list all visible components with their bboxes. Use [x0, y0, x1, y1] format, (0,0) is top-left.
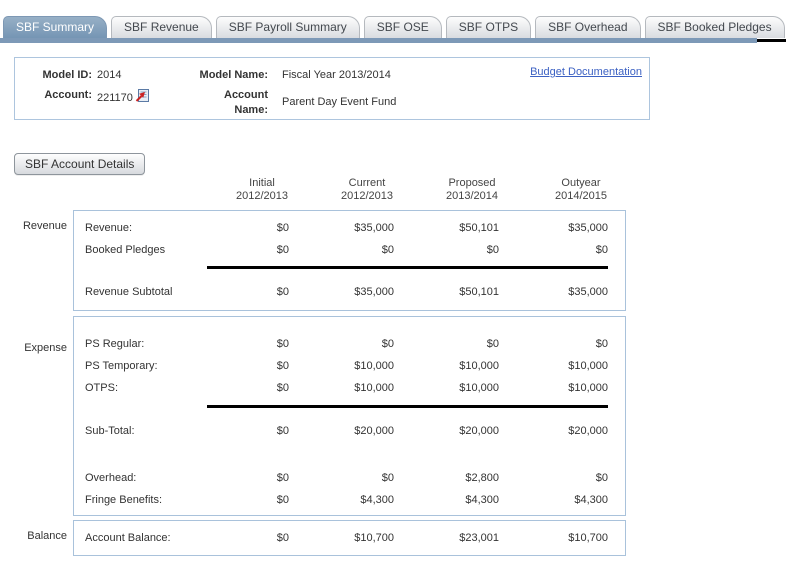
- cell-value: $23,001: [459, 532, 499, 544]
- cell-value: $20,000: [459, 425, 499, 437]
- budget-documentation-link[interactable]: Budget Documentation: [530, 66, 642, 78]
- tab-sbf-booked-pledges[interactable]: SBF Booked Pledges: [644, 16, 785, 38]
- revenue-box: Revenue Revenue: $0 $35,000 $50,101 $35,…: [23, 210, 626, 311]
- cell-value: $0: [595, 338, 608, 350]
- tab-sbf-ose[interactable]: SBF OSE: [363, 16, 442, 38]
- tab-sbf-overhead[interactable]: SBF Overhead: [535, 16, 641, 38]
- cell-value: $35,000: [568, 222, 608, 234]
- cell-value: $0: [595, 244, 608, 256]
- model-header-box: Model ID: 2014 Model Name: Fiscal Year 2…: [14, 57, 650, 120]
- account-name-label: Account Name:: [224, 89, 268, 116]
- cell-value: $0: [276, 425, 289, 437]
- table-row: PS Regular: $0 $0 $0 $0: [74, 333, 625, 355]
- row-label: Sub-Total:: [85, 425, 135, 437]
- cell-value: $4,300: [465, 494, 499, 506]
- tab-sbf-revenue[interactable]: SBF Revenue: [111, 16, 212, 38]
- cell-value: $0: [486, 244, 499, 256]
- cell-value: $0: [381, 338, 394, 350]
- tab-sbf-payroll-summary[interactable]: SBF Payroll Summary: [215, 16, 360, 38]
- table-row: Revenue: $0 $35,000 $50,101 $35,000: [74, 217, 625, 239]
- subtotal-divider: [207, 405, 608, 408]
- tab-underline: [0, 38, 786, 43]
- cell-value: $0: [595, 472, 608, 484]
- account-label: Account:: [44, 89, 92, 101]
- section-label-balance: Balance: [27, 530, 67, 542]
- row-label: Revenue Subtotal: [85, 286, 173, 298]
- cell-value: $0: [276, 338, 289, 350]
- cell-value: $10,700: [568, 532, 608, 544]
- table-row: OTPS: $0 $10,000 $10,000 $10,000: [74, 377, 625, 399]
- cell-value: $2,800: [465, 472, 499, 484]
- balance-box: Balance Account Balance: $0 $10,700 $23,…: [27, 520, 626, 556]
- cell-value: $0: [276, 382, 289, 394]
- section-label-expense: Expense: [24, 342, 67, 354]
- row-label: Overhead:: [85, 472, 137, 484]
- cell-value: $10,000: [568, 360, 608, 372]
- model-id-value: 2014: [97, 69, 122, 81]
- cell-value: $10,000: [354, 382, 394, 394]
- cell-value: $35,000: [354, 222, 394, 234]
- cell-value: $50,101: [459, 286, 499, 298]
- subtotal-divider: [207, 266, 608, 269]
- column-header-initial: Initial 2012/2013: [236, 177, 288, 202]
- row-label: Account Balance:: [85, 532, 171, 544]
- cell-value: $0: [276, 494, 289, 506]
- row-label: Fringe Benefits:: [85, 494, 163, 506]
- sbf-account-details-button[interactable]: SBF Account Details: [14, 153, 146, 175]
- column-header-current: Current 2012/2013: [341, 177, 393, 202]
- cell-value: $0: [276, 360, 289, 372]
- cell-value: $10,700: [354, 532, 394, 544]
- tab-bar: SBF Summary SBF Revenue SBF Payroll Summ…: [0, 16, 786, 38]
- cell-value: $0: [276, 286, 289, 298]
- table-row: Account Balance: $0 $10,700 $23,001 $10,…: [74, 527, 625, 549]
- cell-value: $0: [381, 472, 394, 484]
- table-row: PS Temporary: $0 $10,000 $10,000 $10,000: [74, 355, 625, 377]
- row-label: OTPS:: [85, 382, 119, 394]
- cell-value: $10,000: [459, 360, 499, 372]
- cell-value: $35,000: [354, 286, 394, 298]
- cell-value: $4,300: [360, 494, 394, 506]
- section-label-revenue: Revenue: [22, 220, 67, 232]
- financial-summary: Initial 2012/2013 Current 2012/2013 Propos…: [23, 177, 626, 556]
- cell-value: $0: [276, 244, 289, 256]
- cell-value: $0: [276, 532, 289, 544]
- cell-value: $0: [486, 338, 499, 350]
- cell-value: $20,000: [354, 425, 394, 437]
- cell-value: $35,000: [568, 286, 608, 298]
- cell-value: $0: [381, 244, 394, 256]
- table-row: Overhead: $0 $0 $2,800 $0: [74, 467, 625, 489]
- tab-underline-end: [757, 39, 786, 42]
- column-headers: Initial 2012/2013 Current 2012/2013 Propos…: [73, 177, 626, 203]
- column-header-proposed: Proposed 2013/2014: [446, 177, 498, 202]
- expense-box: Expense PS Regular: $0 $0 $0 $0 PS Tempo…: [24, 316, 626, 516]
- account-value: 221170: [97, 91, 133, 104]
- tab-sbf-otps[interactable]: SBF OTPS: [445, 16, 532, 38]
- table-row: Booked Pledges $0 $0 $0 $0: [74, 239, 625, 261]
- model-id-label: Model ID:: [42, 69, 93, 81]
- cell-value: $50,101: [459, 222, 499, 234]
- cell-value: $10,000: [459, 382, 499, 394]
- cell-value: $10,000: [354, 360, 394, 372]
- row-label: Revenue:: [85, 222, 133, 234]
- row-label: PS Regular:: [85, 338, 145, 350]
- tab-underline-bar: [0, 38, 757, 43]
- tab-sbf-summary[interactable]: SBF Summary: [3, 16, 108, 38]
- model-name-label: Model Name:: [199, 69, 268, 81]
- table-row-subtotal: Revenue Subtotal $0 $35,000 $50,101 $35,…: [74, 281, 625, 303]
- table-row-subtotal: Sub-Total: $0 $20,000 $20,000 $20,000: [74, 420, 625, 442]
- cell-value: $10,000: [568, 382, 608, 394]
- table-row: Fringe Benefits: $0 $4,300 $4,300 $4,300: [74, 489, 625, 511]
- row-label: PS Temporary:: [85, 360, 158, 372]
- column-header-outyear: Outyear 2014/2015: [555, 177, 607, 202]
- transfer-icon[interactable]: [135, 88, 150, 108]
- cell-value: $0: [276, 472, 289, 484]
- cell-value: $4,300: [574, 494, 608, 506]
- model-name-value: Fiscal Year 2013/2014: [282, 69, 391, 81]
- cell-value: $20,000: [568, 425, 608, 437]
- row-label: Booked Pledges: [85, 244, 166, 256]
- cell-value: $0: [276, 222, 289, 234]
- account-name-value: Parent Day Event Fund: [282, 96, 397, 108]
